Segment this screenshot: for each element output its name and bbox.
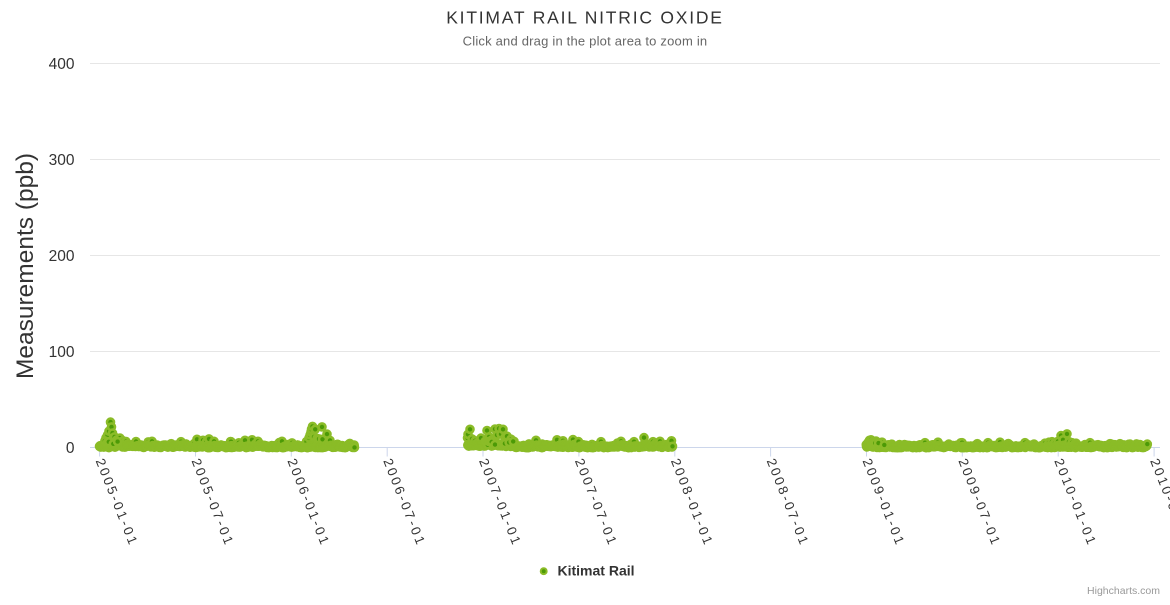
- svg-text:Highcharts.com: Highcharts.com: [1087, 585, 1160, 597]
- svg-text:0: 0: [66, 440, 75, 457]
- svg-text:Kitimat Rail: Kitimat Rail: [558, 563, 635, 579]
- svg-text:100: 100: [49, 344, 75, 361]
- svg-text:Click and drag in the plot are: Click and drag in the plot area to zoom …: [463, 34, 708, 49]
- svg-text:Measurements (ppb): Measurements (ppb): [12, 153, 39, 379]
- svg-text:400: 400: [49, 56, 75, 73]
- svg-text:200: 200: [49, 248, 75, 265]
- svg-text:300: 300: [49, 152, 75, 169]
- svg-text:KITIMAT RAIL NITRIC OXIDE: KITIMAT RAIL NITRIC OXIDE: [446, 8, 724, 28]
